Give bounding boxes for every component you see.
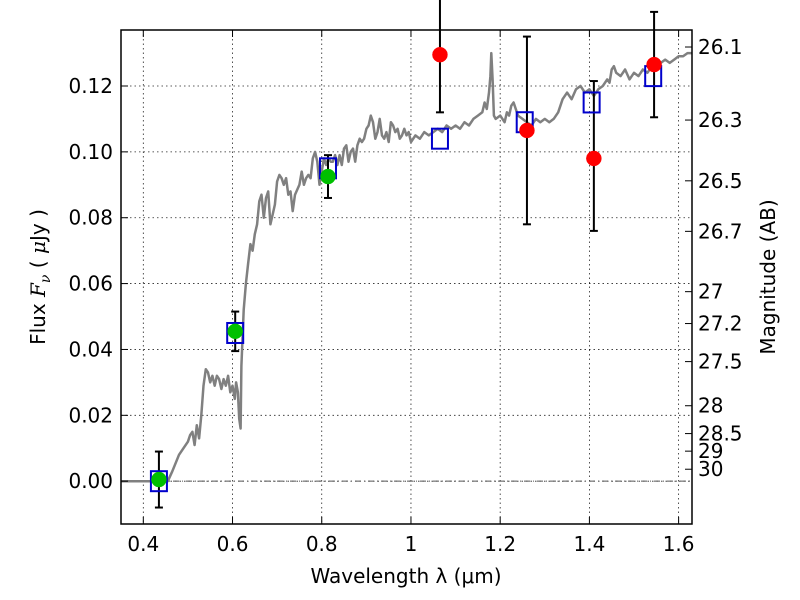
y-tick-label: 0.04 (68, 337, 113, 361)
magnitude-tick-label: 27.5 (698, 350, 743, 374)
y-tick-label: 0.02 (68, 403, 113, 427)
nir-data-point (586, 150, 602, 167)
model-spectrum-line (121, 51, 692, 483)
nir-data-point (519, 122, 535, 139)
y-axis-label-text: Flux Fν ( μJy ) (26, 209, 54, 345)
x-tick-label: 0.6 (217, 532, 249, 556)
y-axis-label-part: Jy ) (26, 209, 50, 243)
magnitude-tick-label: 30 (698, 457, 723, 481)
magnitude-tick-label: 29 (698, 439, 723, 463)
y-axis-ticks: 0.00 0.02 0.04 0.06 0.08 0.10 0.12 (68, 74, 128, 493)
y-tick-label: 0.10 (68, 140, 113, 164)
x-axis-label: Wavelength λ (μm) (310, 564, 501, 588)
x-tick-label: 1.6 (663, 532, 695, 556)
x-tick-label: 1.2 (484, 532, 516, 556)
y-tick-label: 0.06 (68, 272, 113, 296)
magnitude-tick-label: 26.5 (698, 169, 743, 193)
axes-frame (120, 29, 693, 525)
magnitude-tick-label: 28 (698, 394, 723, 418)
y-axis-label-part: F (26, 282, 50, 298)
x-tick-label: 0.8 (306, 532, 338, 556)
model-band-square (226, 321, 245, 344)
plot-area (121, 0, 692, 509)
x-tick-label: 1.4 (573, 532, 605, 556)
magnitude-tick-label: 26.1 (698, 35, 743, 59)
magnitude-tick-label: 26.3 (698, 108, 743, 132)
nir-data-point (432, 46, 448, 63)
nir-data-point (646, 56, 662, 73)
y-tick-label: 0.08 (68, 206, 113, 230)
magnitude-tick-label: 28.5 (698, 422, 743, 446)
x-axis-ticks: 0.4 0.6 0.8 1 1.2 1.4 1.6 (127, 30, 695, 556)
y-axis-label-part: ν (38, 274, 54, 283)
x-tick-label: 1 (405, 532, 418, 556)
optical-data-point (227, 323, 243, 340)
x-tick-label: 0.4 (127, 532, 159, 556)
magnitude-axis-label-text: Magnitude (AB) (756, 199, 780, 354)
y-axis-label: Flux Fν ( μJy ) (26, 209, 54, 345)
optical-data-point (151, 471, 167, 488)
model-band-square (430, 127, 449, 150)
y-axis-label-part: Flux (26, 297, 50, 345)
model-band-square (582, 91, 601, 114)
y-axis-label-part: ( (26, 254, 50, 275)
y-tick-label: 0.12 (68, 74, 113, 98)
magnitude-tick-label: 27.2 (698, 312, 743, 336)
y-tick-label: 0.00 (68, 469, 113, 493)
y-axis-label-part: μ (26, 241, 50, 254)
magnitude-axis-label: Magnitude (AB) (756, 199, 780, 354)
optical-data-point (320, 168, 336, 185)
magnitude-tick-label: 26.7 (698, 219, 743, 243)
model-band-square (149, 470, 168, 493)
magnitude-tick-label: 27 (698, 280, 723, 304)
